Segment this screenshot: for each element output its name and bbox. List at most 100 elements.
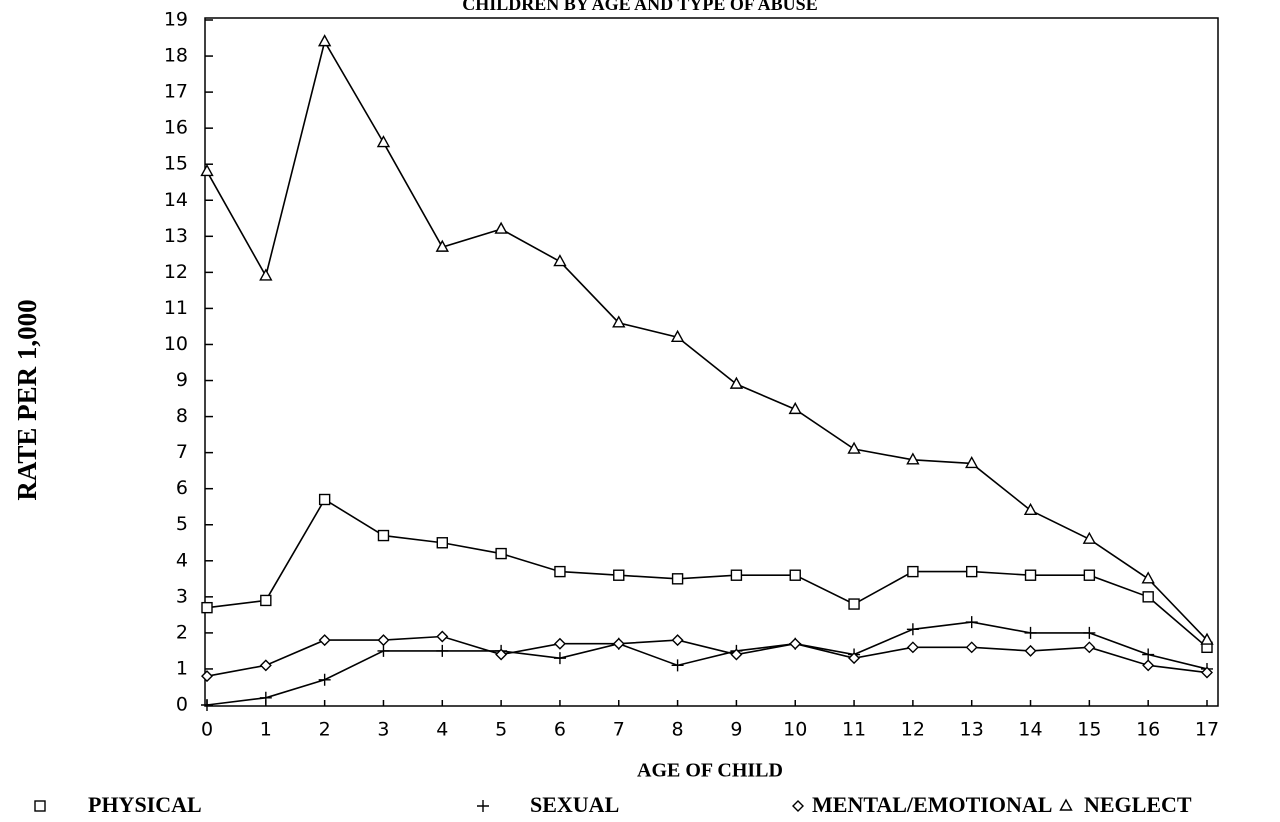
marker [1082, 531, 1097, 544]
marker [259, 659, 272, 672]
marker [1141, 571, 1155, 584]
marker [553, 254, 567, 267]
marker [377, 529, 390, 542]
x-axis-label: AGE OF CHILD [637, 760, 783, 782]
marker [848, 652, 861, 665]
y-tick-label: 11 [164, 297, 188, 319]
x-tick-label: 0 [201, 719, 213, 741]
marker [377, 644, 390, 657]
marker [554, 565, 566, 578]
marker [906, 452, 920, 465]
x-tick-label: 16 [1136, 719, 1160, 741]
marker [201, 601, 213, 614]
y-tick-label: 9 [176, 369, 188, 391]
legend-label: MENTAL/EMOTIONAL [812, 792, 1052, 817]
x-tick-label: 11 [842, 719, 866, 741]
y-tick-label: 19 [164, 9, 188, 31]
series-line [206, 498, 1208, 648]
marker [788, 401, 802, 415]
marker [1142, 648, 1155, 661]
marker [1059, 798, 1073, 811]
marker [1201, 666, 1213, 679]
marker [965, 641, 978, 654]
marker [553, 652, 566, 665]
marker [671, 659, 684, 672]
legend-label: NEGLECT [1084, 792, 1192, 817]
marker [906, 641, 919, 654]
marker [1023, 502, 1038, 516]
x-tick-label: 1 [260, 719, 272, 741]
marker [259, 691, 272, 704]
x-tick-label: 7 [613, 719, 625, 741]
marker [477, 800, 489, 812]
legend-label: PHYSICAL [88, 792, 202, 817]
marker [259, 268, 273, 281]
marker [730, 569, 743, 581]
marker [34, 800, 46, 812]
y-tick-label: 2 [176, 621, 188, 643]
x-tick-label: 8 [672, 719, 684, 741]
x-tick-label: 10 [783, 719, 807, 741]
y-tick-label: 17 [164, 81, 188, 103]
x-tick-label: 4 [436, 719, 448, 741]
marker [318, 493, 331, 506]
marker [848, 598, 860, 610]
x-tick-label: 9 [730, 719, 742, 741]
x-tick-label: 12 [901, 719, 925, 741]
marker [730, 648, 743, 661]
y-tick-label: 0 [176, 694, 188, 716]
y-tick-label: 7 [176, 441, 188, 463]
x-tick-label: 5 [495, 719, 507, 741]
y-tick-label: 5 [176, 513, 188, 535]
series-line [206, 635, 1208, 677]
marker [495, 648, 508, 661]
marker [318, 634, 331, 647]
y-tick-label: 18 [164, 45, 188, 67]
marker [792, 800, 804, 812]
y-tick-label: 4 [176, 549, 188, 571]
marker [965, 455, 979, 469]
marker [1083, 626, 1096, 639]
marker [789, 637, 802, 650]
series-line [206, 621, 1208, 706]
marker [965, 616, 978, 629]
marker [1142, 591, 1154, 603]
marker [1142, 659, 1155, 672]
marker [612, 315, 626, 328]
marker [1024, 644, 1037, 657]
marker [1200, 632, 1214, 645]
marker [671, 634, 684, 647]
marker [670, 329, 685, 342]
y-tick-label: 8 [176, 405, 188, 427]
series-line [206, 39, 1208, 641]
marker [966, 565, 978, 578]
legend-label: SEXUAL [530, 792, 619, 817]
marker [436, 537, 448, 549]
plot-frame [204, 17, 1219, 707]
marker [200, 163, 214, 177]
marker [1083, 569, 1096, 581]
marker [789, 569, 801, 581]
y-axis-label: RATE PER 1,000 [12, 299, 42, 500]
marker [201, 670, 213, 683]
marker [613, 569, 625, 581]
chart-title: CHILDREN BY AGE AND TYPE OF ABUSE [462, 0, 817, 14]
x-tick-label: 3 [377, 719, 389, 741]
marker [317, 34, 332, 47]
y-tick-label: 6 [176, 477, 188, 499]
marker [377, 634, 390, 647]
marker [435, 239, 449, 252]
marker [494, 221, 508, 234]
y-tick-label: 1 [176, 657, 188, 679]
marker [1024, 569, 1037, 581]
y-tick-label: 10 [164, 333, 188, 355]
marker [671, 573, 684, 585]
y-tick-label: 12 [164, 261, 188, 283]
y-tick-label: 13 [164, 225, 188, 247]
marker [436, 630, 449, 643]
y-tick-label: 3 [176, 585, 188, 607]
marker [1024, 626, 1037, 639]
marker [1083, 641, 1096, 654]
